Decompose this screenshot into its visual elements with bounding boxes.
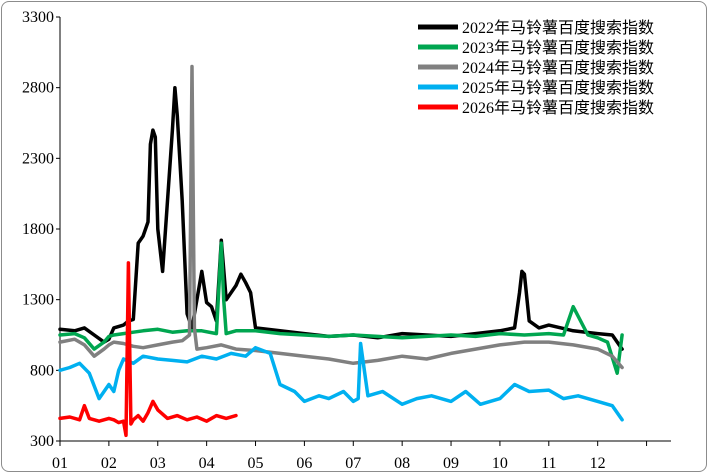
- y-tick-label: 3300: [22, 9, 54, 26]
- legend-label: 2025年马铃薯百度搜索指数: [462, 79, 654, 97]
- y-tick-label: 2300: [22, 150, 54, 167]
- x-tick-label: 10: [492, 455, 508, 472]
- x-tick-label: 06: [296, 455, 312, 472]
- series-line-2: [58, 64, 624, 370]
- series-lines: [58, 64, 624, 438]
- x-tick-label: 03: [150, 455, 166, 472]
- series-line-3: [58, 341, 624, 422]
- y-tick-label: 300: [30, 433, 54, 450]
- x-tick-label: 05: [248, 455, 264, 472]
- y-tick-label: 800: [30, 362, 54, 379]
- legend: 2022年马铃薯百度搜索指数 2023年马铃薯百度搜索指数 2024年马铃薯百度搜索…: [418, 19, 654, 117]
- y-tick-label: 1300: [22, 292, 54, 309]
- series-line-4: [58, 261, 238, 438]
- x-tick-label: 02: [101, 455, 117, 472]
- x-tick-label: 08: [394, 455, 410, 472]
- x-tick-label: 11: [541, 455, 556, 472]
- legend-label: 2023年马铃薯百度搜索指数: [462, 39, 654, 57]
- x-tick-label: 04: [199, 455, 215, 472]
- legend-label: 2026年马铃薯百度搜索指数: [462, 99, 654, 117]
- y-tick-label: 2800: [22, 80, 54, 97]
- y-tick-labels: 300 800 1300 1800 2300 2800 3300: [22, 9, 60, 450]
- series-line-1: [58, 241, 624, 375]
- x-tick-label: 12: [590, 455, 606, 472]
- legend-label: 2022年马铃薯百度搜索指数: [462, 19, 654, 37]
- x-tick-label: 09: [443, 455, 459, 472]
- x-tick-labels: 01 02 03 04 05 06 07 08 09 10 11 12: [52, 441, 648, 472]
- y-tick-label: 1800: [22, 221, 54, 238]
- x-tick-label: 01: [52, 455, 68, 472]
- x-tick-label: 07: [345, 455, 361, 472]
- series-line-0: [58, 85, 624, 351]
- legend-label: 2024年马铃薯百度搜索指数: [462, 59, 654, 77]
